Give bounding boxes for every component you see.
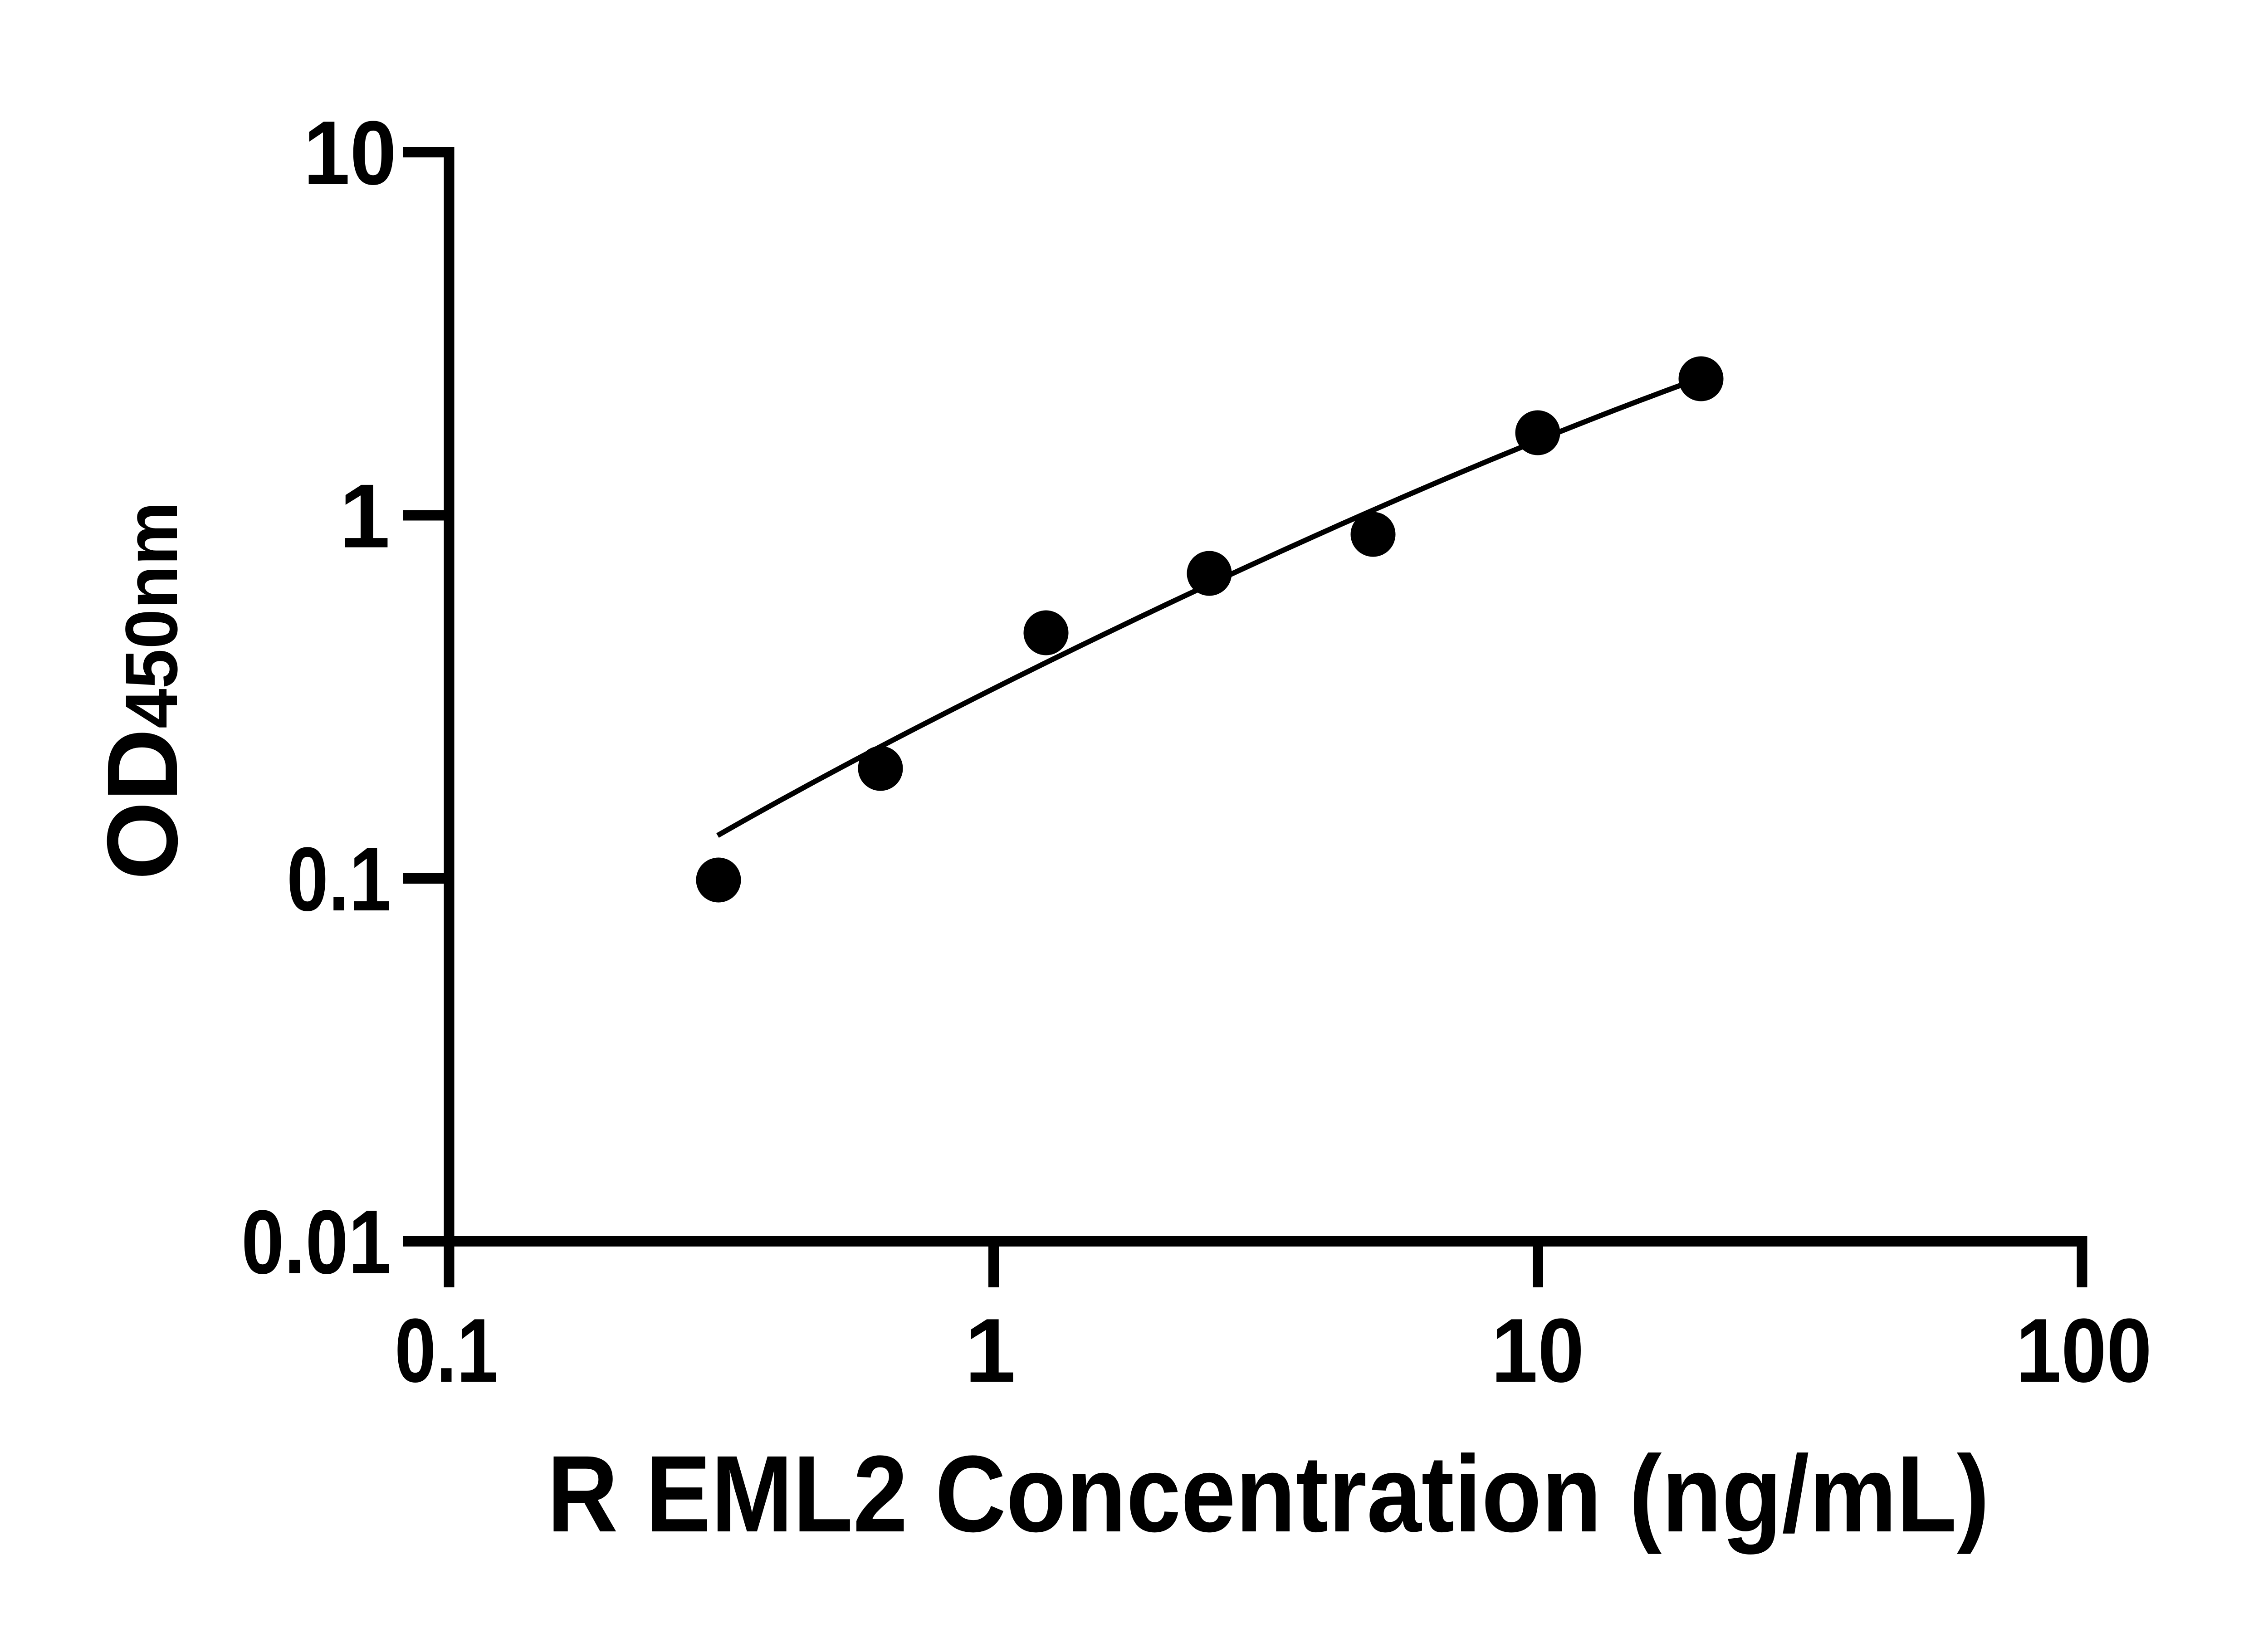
svg-text:0.01: 0.01 xyxy=(241,1192,391,1293)
svg-text:450nm: 450nm xyxy=(110,502,193,728)
svg-text:0.1: 0.1 xyxy=(395,1300,498,1401)
svg-text:0.1: 0.1 xyxy=(287,829,391,930)
svg-text:100: 100 xyxy=(2016,1300,2152,1401)
svg-text:OD: OD xyxy=(86,728,198,880)
svg-text:R EML2 Concentration (ng/mL): R EML2 Concentration (ng/mL) xyxy=(547,1433,1989,1555)
svg-text:1: 1 xyxy=(339,466,390,567)
svg-text:10: 10 xyxy=(1491,1300,1584,1401)
svg-text:10: 10 xyxy=(303,103,396,204)
svg-text:1: 1 xyxy=(965,1300,1016,1401)
